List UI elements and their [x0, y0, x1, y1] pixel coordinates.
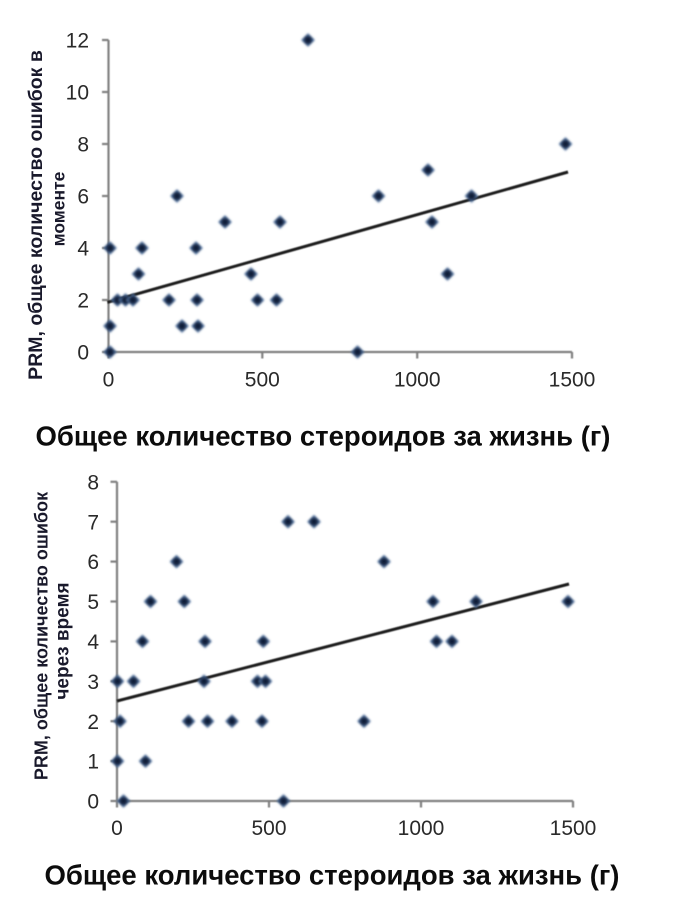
- svg-text:Общее количество стероидов за: Общее количество стероидов за жизнь (г): [36, 421, 611, 452]
- svg-text:7: 7: [87, 511, 99, 534]
- svg-text:PRM, общее количество ошибок в: PRM, общее количество ошибок в: [25, 50, 47, 380]
- svg-text:8: 8: [77, 134, 89, 157]
- svg-text:PRM, общее количество ошибок: PRM, общее количество ошибок: [32, 491, 52, 780]
- svg-text:6: 6: [77, 186, 89, 209]
- svg-text:10: 10: [66, 82, 89, 105]
- svg-text:1500: 1500: [549, 369, 596, 392]
- svg-text:12: 12: [66, 30, 89, 53]
- svg-text:500: 500: [245, 369, 280, 392]
- svg-text:1000: 1000: [394, 369, 441, 392]
- svg-text:6: 6: [87, 551, 99, 574]
- svg-text:0: 0: [103, 369, 115, 392]
- svg-text:4: 4: [77, 238, 89, 261]
- svg-text:0: 0: [111, 817, 123, 840]
- svg-text:через время: через время: [53, 582, 74, 699]
- svg-text:Общее количество стероидов за: Общее количество стероидов за жизнь (г): [45, 860, 620, 891]
- svg-text:2: 2: [77, 290, 89, 313]
- svg-text:500: 500: [251, 817, 286, 840]
- svg-text:0: 0: [77, 342, 89, 365]
- svg-text:моменте: моменте: [49, 171, 69, 246]
- svg-text:1: 1: [87, 751, 99, 774]
- svg-text:0: 0: [87, 791, 99, 814]
- svg-text:3: 3: [87, 671, 99, 694]
- svg-text:5: 5: [87, 591, 99, 614]
- svg-text:1500: 1500: [550, 817, 597, 840]
- svg-text:2: 2: [87, 711, 99, 734]
- svg-text:1000: 1000: [398, 817, 445, 840]
- svg-text:4: 4: [87, 631, 99, 654]
- svg-text:8: 8: [87, 471, 99, 494]
